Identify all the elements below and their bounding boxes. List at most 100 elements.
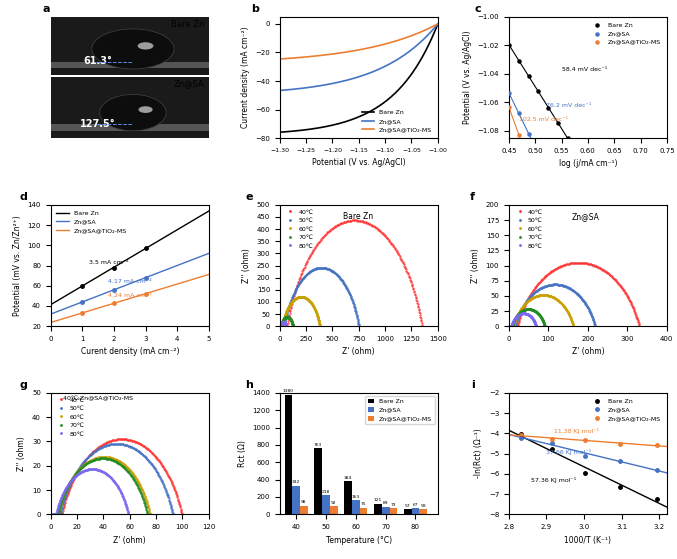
Zn@SA: [276, 87, 284, 94]
X-axis label: Z' (ohm): Z' (ohm): [343, 348, 375, 357]
Zn@SA@TiO₂-MS: [602, 376, 613, 385]
Bare Zn: [327, 122, 335, 129]
Text: i: i: [471, 380, 475, 390]
50℃: [111, 440, 119, 447]
Bar: [389, 508, 397, 514]
Zn@SA: [327, 80, 335, 87]
Line: 60℃: 60℃: [280, 296, 321, 327]
Zn@SA: [434, 21, 442, 27]
Text: 40℃ Zn@SA@TiO₂-MS: 40℃ Zn@SA@TiO₂-MS: [64, 396, 133, 402]
Text: d: d: [19, 192, 27, 202]
Zn@SA@TiO₂-MS: [631, 458, 642, 467]
Zn@SA: [338, 78, 347, 84]
Bar: [322, 495, 330, 514]
Zn@SA@TiO₂-MS: [552, 240, 563, 249]
Bare Zn: [563, 133, 573, 142]
Bar: [300, 506, 308, 514]
Line: 70℃: 70℃: [510, 309, 546, 327]
Bare Zn: [390, 91, 398, 98]
Ellipse shape: [137, 42, 154, 50]
Text: 76.2 mV dec⁻¹: 76.2 mV dec⁻¹: [546, 103, 591, 108]
80℃: [282, 323, 290, 330]
60℃: [132, 476, 140, 482]
Zn@SA: [391, 58, 399, 64]
80℃: [519, 310, 527, 317]
70℃: [523, 306, 531, 312]
60℃: [561, 304, 569, 310]
Ellipse shape: [100, 94, 166, 131]
Zn@SA@TiO₂-MS: [651, 511, 661, 520]
Text: 37.66 KJ mol⁻¹: 37.66 KJ mol⁻¹: [546, 449, 592, 454]
Bar: [284, 395, 292, 514]
Zn@SA@TiO₂-MS: [616, 440, 624, 447]
40℃: [569, 259, 577, 266]
Line: Zn@SA@TiO₂-MS: Zn@SA@TiO₂-MS: [519, 433, 659, 447]
Text: g: g: [19, 380, 27, 390]
Zn@SA@TiO₂-MS: [523, 157, 534, 165]
Bare Zn: [548, 446, 556, 453]
50℃: [550, 281, 558, 288]
X-axis label: log (j/mA cm⁻¹): log (j/mA cm⁻¹): [559, 159, 617, 168]
70℃: [536, 312, 544, 319]
Zn@SA@TiO₂-MS: [390, 38, 398, 45]
Zn@SA@TiO₂-MS: [543, 211, 554, 220]
40℃: [626, 298, 634, 305]
70℃: [538, 316, 546, 323]
40℃: [344, 217, 352, 224]
80℃: [52, 511, 60, 518]
80℃: [281, 320, 289, 327]
Line: 80℃: 80℃: [280, 321, 287, 327]
Text: 11.38 KJ mol⁻¹: 11.38 KJ mol⁻¹: [554, 428, 599, 434]
40℃: [617, 283, 625, 290]
50℃: [280, 323, 288, 330]
50℃: [585, 306, 593, 313]
70℃: [99, 455, 107, 462]
80℃: [528, 315, 536, 321]
40℃: [113, 436, 121, 443]
50℃: [107, 441, 115, 448]
80℃: [52, 511, 60, 518]
Zn@SA@TiO₂-MS: [517, 432, 525, 438]
Bare Zn: [572, 149, 583, 158]
Line: Zn@SA@TiO₂-MS: Zn@SA@TiO₂-MS: [280, 24, 438, 59]
50℃: [152, 467, 160, 474]
Bare Zn: [581, 470, 589, 476]
Bare Zn: [513, 56, 524, 65]
Line: Bare Zn: Bare Zn: [519, 433, 659, 500]
Bare Zn: [338, 119, 347, 126]
80℃: [276, 323, 284, 330]
Text: 75: 75: [361, 503, 366, 506]
60℃: [537, 292, 545, 299]
Text: e: e: [245, 192, 253, 202]
Text: 4.17 mA cm⁻²: 4.17 mA cm⁻²: [108, 279, 151, 284]
Zn@SA@TiO₂-MS: [276, 56, 284, 63]
60℃: [54, 511, 62, 518]
70℃: [282, 314, 290, 320]
70℃: [277, 323, 285, 330]
Text: 98: 98: [301, 500, 307, 504]
60℃: [297, 293, 305, 300]
Zn@SA@TiO₂-MS: [641, 485, 652, 494]
Bar: [344, 481, 352, 514]
50℃: [317, 264, 325, 271]
80℃: [519, 310, 527, 317]
80℃: [119, 494, 127, 500]
60℃: [565, 311, 573, 318]
Line: Zn@SA: Zn@SA: [280, 24, 438, 91]
60℃: [537, 292, 545, 299]
Zn@SA@TiO₂-MS: [592, 348, 603, 357]
Text: Zn@SA: Zn@SA: [572, 212, 600, 221]
Zn@SA@TiO₂-MS: [327, 51, 335, 58]
80℃: [88, 466, 96, 472]
50℃: [318, 264, 326, 271]
Zn@SA@TiO₂-MS: [375, 42, 383, 49]
Bar: [419, 509, 427, 514]
80℃: [114, 483, 122, 490]
Line: 60℃: 60℃: [510, 294, 574, 327]
Bare Zn: [641, 260, 652, 269]
Text: 92: 92: [331, 501, 336, 505]
Line: 40℃: 40℃: [512, 262, 640, 327]
Zn@SA: [582, 251, 593, 260]
80℃: [532, 323, 540, 330]
Text: 384: 384: [344, 476, 352, 480]
